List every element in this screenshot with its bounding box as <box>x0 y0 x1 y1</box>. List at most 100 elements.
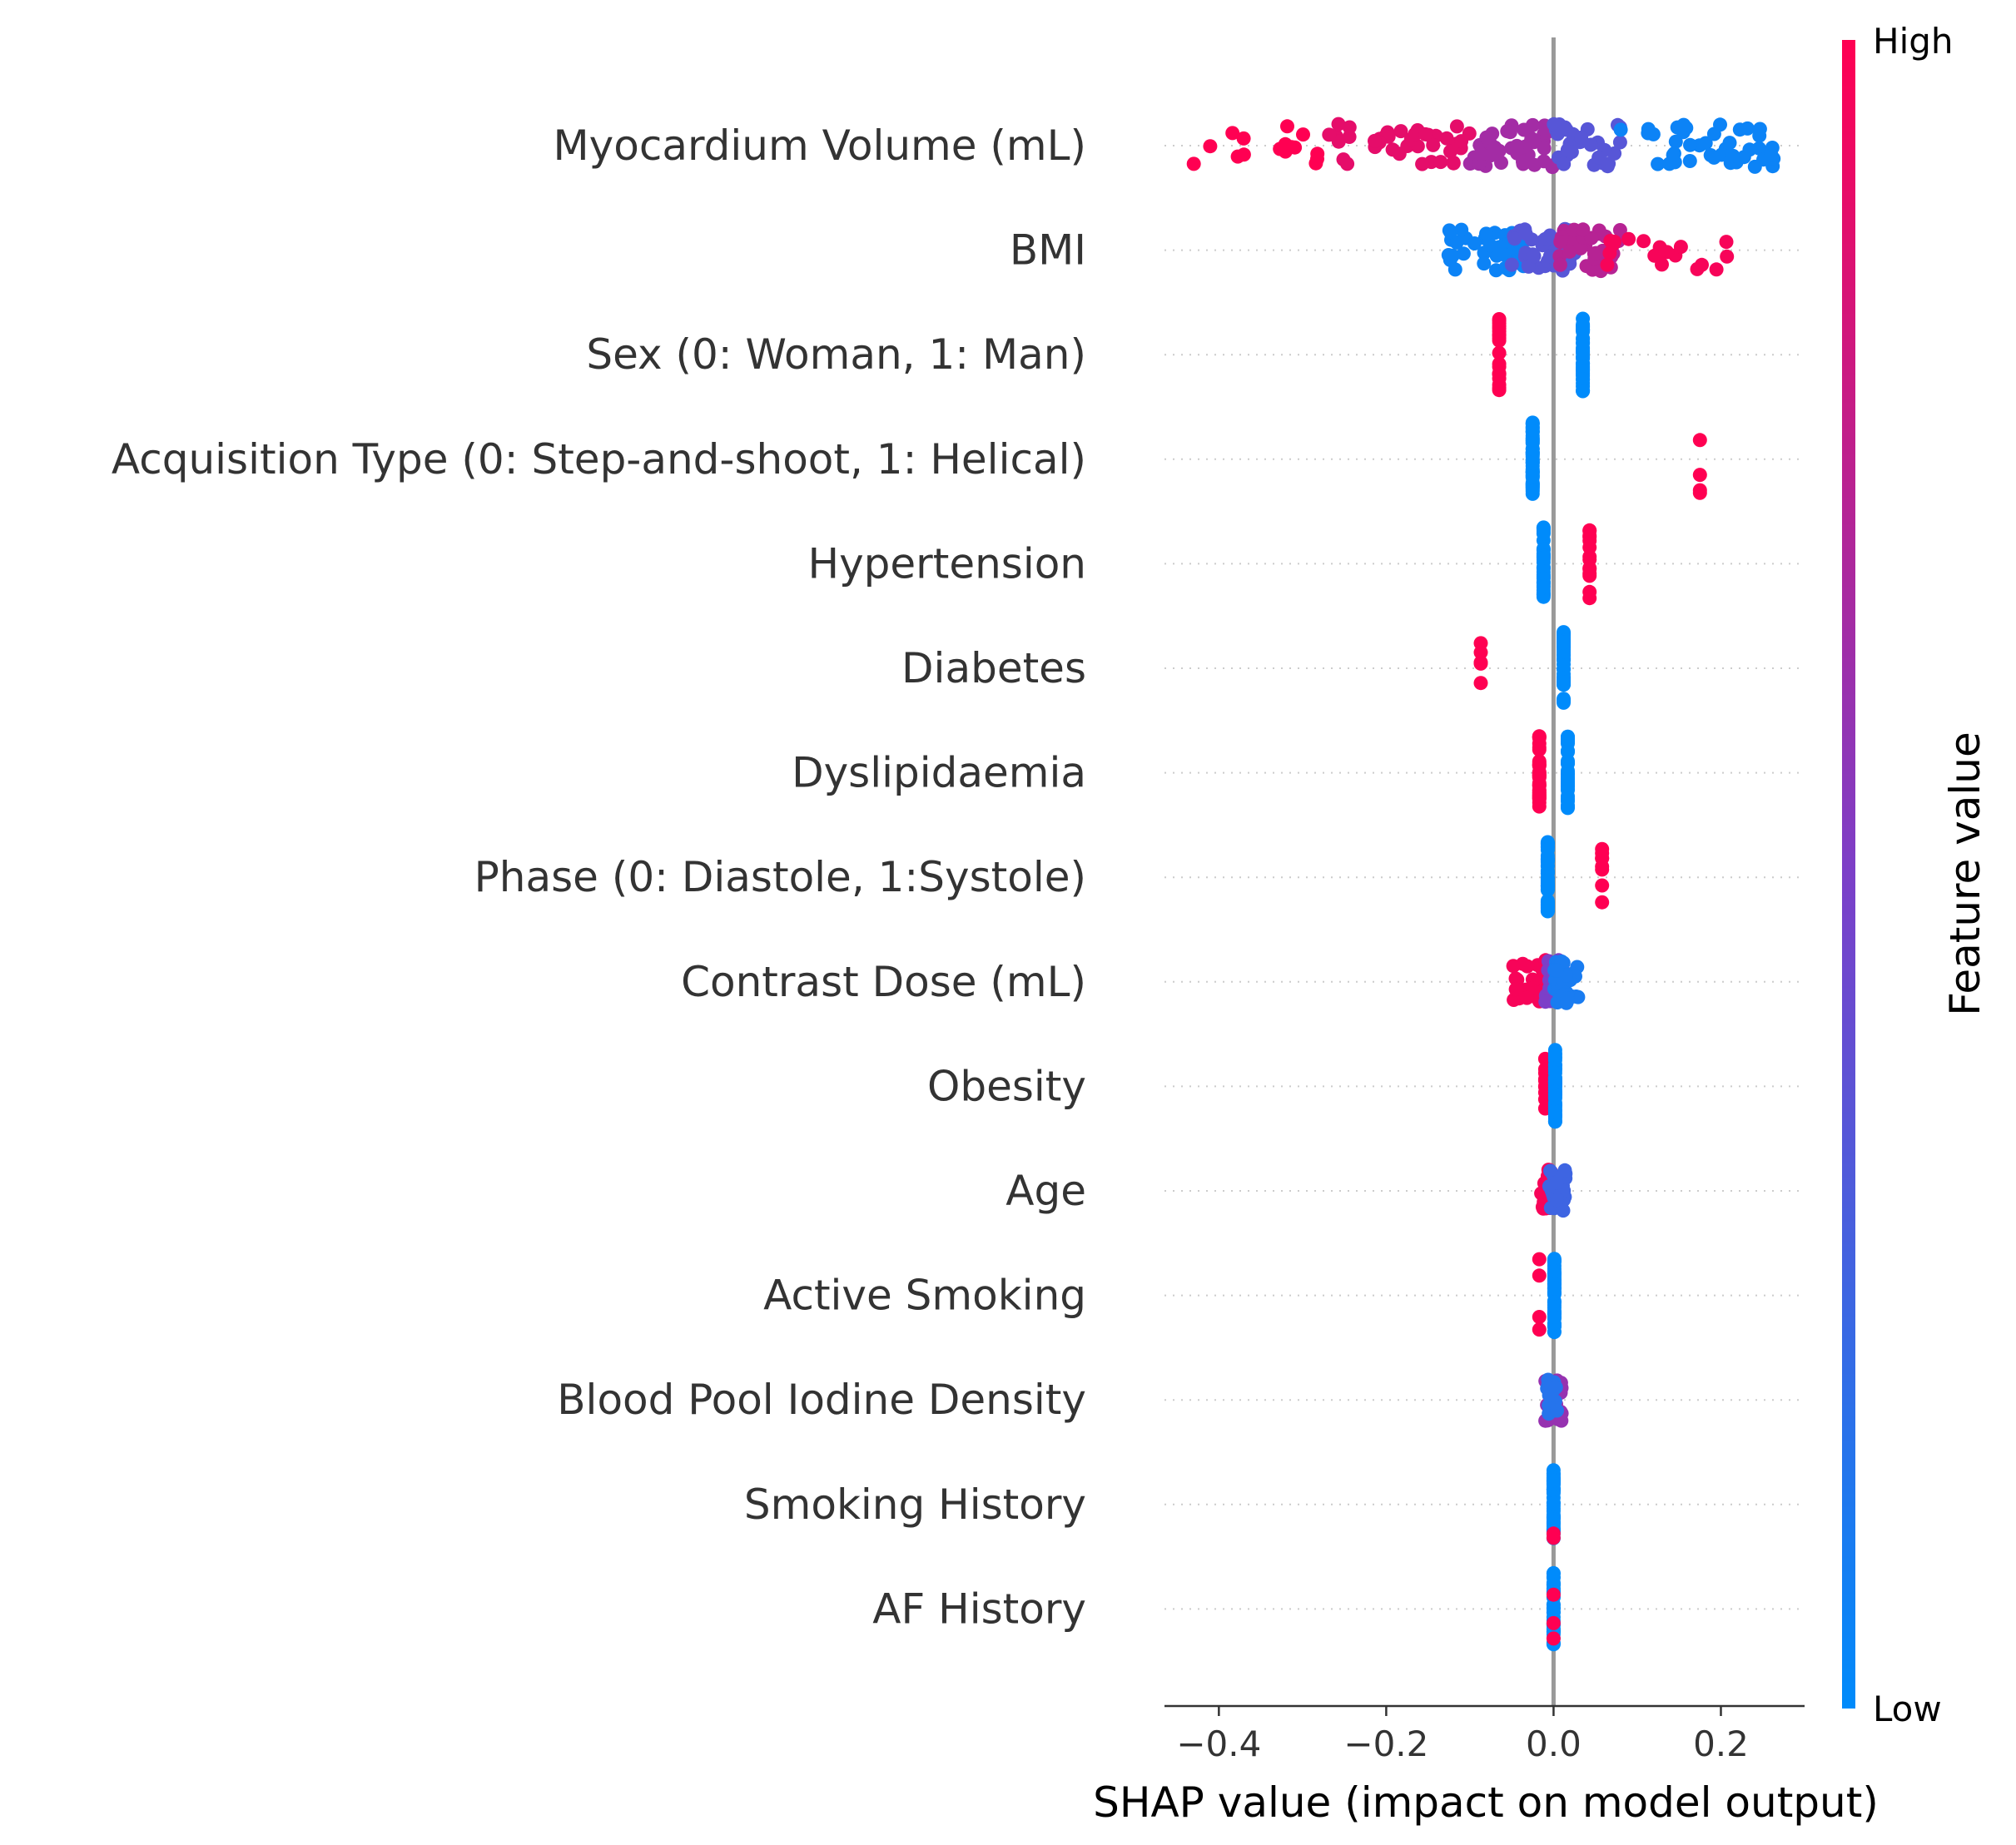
data-point <box>1561 745 1575 760</box>
data-point <box>1556 1203 1571 1218</box>
data-point <box>1492 345 1507 360</box>
data-point <box>1720 249 1735 264</box>
data-point <box>1492 314 1507 329</box>
data-point <box>1547 1047 1562 1062</box>
data-point <box>1588 246 1603 260</box>
feature-label: Dyslipidaemia <box>792 749 1086 797</box>
data-point <box>1492 383 1507 398</box>
data-point <box>1547 1087 1562 1102</box>
data-point <box>1560 991 1575 1006</box>
x-axis-title: SHAP value (impact on model output) <box>1093 1778 1879 1827</box>
data-point <box>1612 223 1627 237</box>
data-point <box>1613 122 1628 137</box>
data-point <box>1595 851 1610 865</box>
data-point <box>1368 133 1382 148</box>
feature-label: Hypertension <box>807 539 1086 588</box>
data-point <box>1518 226 1533 241</box>
data-point <box>1553 235 1568 250</box>
data-point <box>1561 766 1575 781</box>
data-point <box>1576 222 1591 237</box>
data-point <box>1342 120 1357 135</box>
data-point <box>1393 124 1408 139</box>
data-point <box>1557 635 1571 650</box>
feature-label: Phase (0: Diastole, 1:Systole) <box>474 853 1086 901</box>
data-point <box>1507 231 1522 246</box>
data-point <box>1709 262 1724 277</box>
data-point <box>1706 150 1721 165</box>
data-point <box>1673 240 1688 255</box>
colorbar-gradient <box>1842 40 1855 1709</box>
data-point <box>1525 441 1540 456</box>
data-point <box>1519 990 1534 1005</box>
data-point <box>1456 246 1471 261</box>
data-point <box>1408 126 1423 141</box>
data-point <box>1546 1587 1561 1602</box>
data-point <box>1562 244 1577 259</box>
data-point <box>1549 1193 1564 1208</box>
data-point <box>1532 731 1547 746</box>
feature-label: Blood Pool Iodine Density <box>557 1376 1086 1424</box>
data-point <box>1236 131 1251 146</box>
data-point <box>1549 963 1564 978</box>
data-point <box>1576 384 1591 399</box>
data-point <box>1547 1264 1562 1278</box>
data-point <box>1546 1526 1561 1541</box>
data-point <box>1557 657 1571 672</box>
feature-label: Diabetes <box>901 644 1086 692</box>
data-point <box>1546 1473 1561 1488</box>
data-point <box>1547 1297 1562 1312</box>
data-point <box>1564 145 1579 160</box>
data-point <box>1692 468 1707 483</box>
data-point <box>1532 1310 1547 1324</box>
data-point <box>1508 971 1523 986</box>
data-point <box>1483 238 1497 253</box>
data-point <box>1532 795 1547 810</box>
x-axis: −0.4 −0.2 0.0 0.2 <box>1164 1704 1805 1764</box>
data-point <box>1225 126 1240 141</box>
data-point <box>1415 156 1430 171</box>
feature-label: Active Smoking <box>763 1272 1086 1320</box>
data-point <box>1449 235 1464 250</box>
colorbar-low-label: Low <box>1873 1689 1942 1729</box>
data-point <box>1540 876 1555 890</box>
data-point <box>1713 117 1727 132</box>
data-point <box>1595 878 1610 893</box>
feature-label: Age <box>1006 1167 1086 1215</box>
data-point <box>1591 150 1606 165</box>
data-point <box>1540 853 1555 868</box>
data-point <box>1540 842 1555 857</box>
data-point <box>1557 156 1572 171</box>
data-point <box>1525 469 1540 484</box>
data-point <box>1595 895 1610 910</box>
data-point <box>1509 138 1524 153</box>
data-point <box>1494 156 1508 170</box>
data-point <box>1722 136 1737 151</box>
data-point <box>1612 135 1627 150</box>
feature-label: AF History <box>872 1585 1086 1633</box>
data-point <box>1725 148 1740 163</box>
data-point <box>1527 249 1542 264</box>
data-point <box>1547 1104 1562 1118</box>
data-point <box>1479 226 1493 241</box>
data-point <box>1668 134 1683 149</box>
x-tick-label: 0.2 <box>1693 1723 1749 1764</box>
data-point <box>1433 155 1448 170</box>
feature-label: Obesity <box>927 1062 1086 1110</box>
data-point <box>1571 989 1586 1004</box>
feature-label: Sex (0: Woman, 1: Man) <box>586 330 1086 379</box>
data-point <box>1742 142 1757 157</box>
feature-label: Contrast Dose (mL) <box>681 958 1086 1006</box>
data-point <box>1543 1163 1557 1178</box>
data-point <box>1532 1252 1547 1267</box>
data-point <box>1492 367 1507 382</box>
data-point <box>1449 119 1464 134</box>
data-point <box>1582 561 1597 576</box>
colorbar: High Low Feature value <box>1842 21 1989 1729</box>
data-point <box>1525 455 1540 470</box>
colorbar-high-label: High <box>1873 21 1954 62</box>
data-point <box>1522 259 1536 274</box>
data-point <box>1442 252 1457 267</box>
feature-labels: Myocardium Volume (mL) BMI Sex (0: Woman, … <box>112 122 1086 1633</box>
x-tick-label: 0.0 <box>1526 1723 1582 1764</box>
data-point <box>1477 256 1492 271</box>
